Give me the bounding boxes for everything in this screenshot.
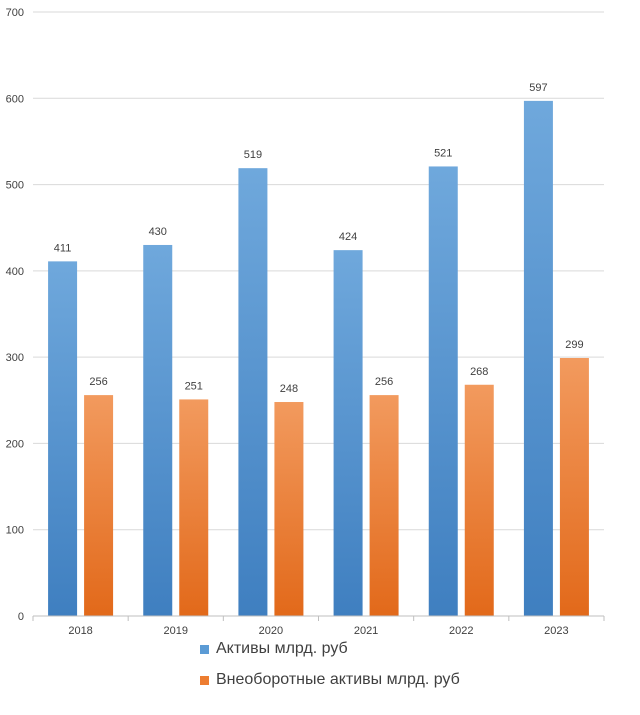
x-tick-label-2021: 2021 (354, 625, 378, 637)
legend-swatch-assets (200, 644, 209, 654)
x-tick-label-2020: 2020 (259, 625, 283, 637)
bar-assets-2021 (333, 250, 363, 617)
bar-noncurrent-assets-2018 (84, 395, 114, 616)
bar-assets-2022 (428, 166, 458, 617)
x-tick-label-2019: 2019 (164, 625, 188, 637)
bar-noncurrent-assets-2022 (464, 384, 494, 616)
bars-group (48, 100, 589, 617)
data-label-noncurrent-assets-2021: 256 (375, 376, 393, 388)
data-label-assets-2020: 519 (244, 149, 262, 161)
data-labels: 411 256 430 251 519 248 424 256 521 268 597 299 (54, 82, 584, 395)
legend-label-noncurrent-assets: Внеоборотные активы млрд. руб (216, 671, 460, 688)
y-tick-label-100: 100 (6, 525, 24, 537)
x-tick-label-2023: 2023 (544, 625, 568, 637)
data-label-assets-2022: 521 (434, 147, 452, 159)
legend: Активы млрд. руб Внеоборотные активы млр… (200, 636, 460, 698)
x-tick-label-2022: 2022 (449, 625, 473, 637)
data-label-noncurrent-assets-2020: 248 (280, 383, 298, 395)
bar-assets-2019 (143, 244, 173, 616)
bar-assets-2018 (48, 261, 78, 616)
y-axis: 0 100 200 300 400 500 600 700 (6, 7, 24, 623)
bar-noncurrent-assets-2019 (179, 399, 209, 616)
y-tick-label-200: 200 (6, 438, 24, 450)
gridlines (33, 11, 604, 531)
data-label-noncurrent-assets-2023: 299 (565, 339, 583, 351)
bar-noncurrent-assets-2023 (559, 358, 589, 616)
data-label-assets-2023: 597 (529, 82, 547, 94)
y-tick-label-0: 0 (18, 611, 24, 623)
y-tick-label-600: 600 (6, 93, 24, 105)
bar-noncurrent-assets-2021 (369, 395, 399, 616)
legend-label-assets: Активы млрд. руб (216, 640, 348, 657)
bar-assets-2023 (523, 100, 553, 617)
data-label-assets-2021: 424 (339, 231, 357, 243)
legend-swatch-noncurrent-assets (200, 675, 209, 685)
data-label-assets-2019: 430 (149, 226, 167, 238)
y-tick-label-400: 400 (6, 266, 24, 278)
legend-item-noncurrent-assets: Внеоборотные активы млрд. руб (200, 667, 460, 693)
data-label-noncurrent-assets-2022: 268 (470, 366, 488, 378)
data-label-assets-2018: 411 (54, 242, 72, 254)
y-tick-label-700: 700 (6, 7, 24, 19)
data-label-noncurrent-assets-2018: 256 (89, 376, 107, 388)
y-tick-label-500: 500 (6, 180, 24, 192)
x-axis: 2018 2019 2020 2021 2022 2023 (32, 615, 605, 637)
bar-assets-2020 (238, 168, 268, 617)
data-label-noncurrent-assets-2019: 251 (185, 380, 203, 392)
bar-noncurrent-assets-2020 (274, 402, 304, 616)
x-tick-label-2018: 2018 (68, 625, 92, 637)
legend-item-assets: Активы млрд. руб (200, 636, 460, 662)
y-tick-label-300: 300 (6, 352, 24, 364)
